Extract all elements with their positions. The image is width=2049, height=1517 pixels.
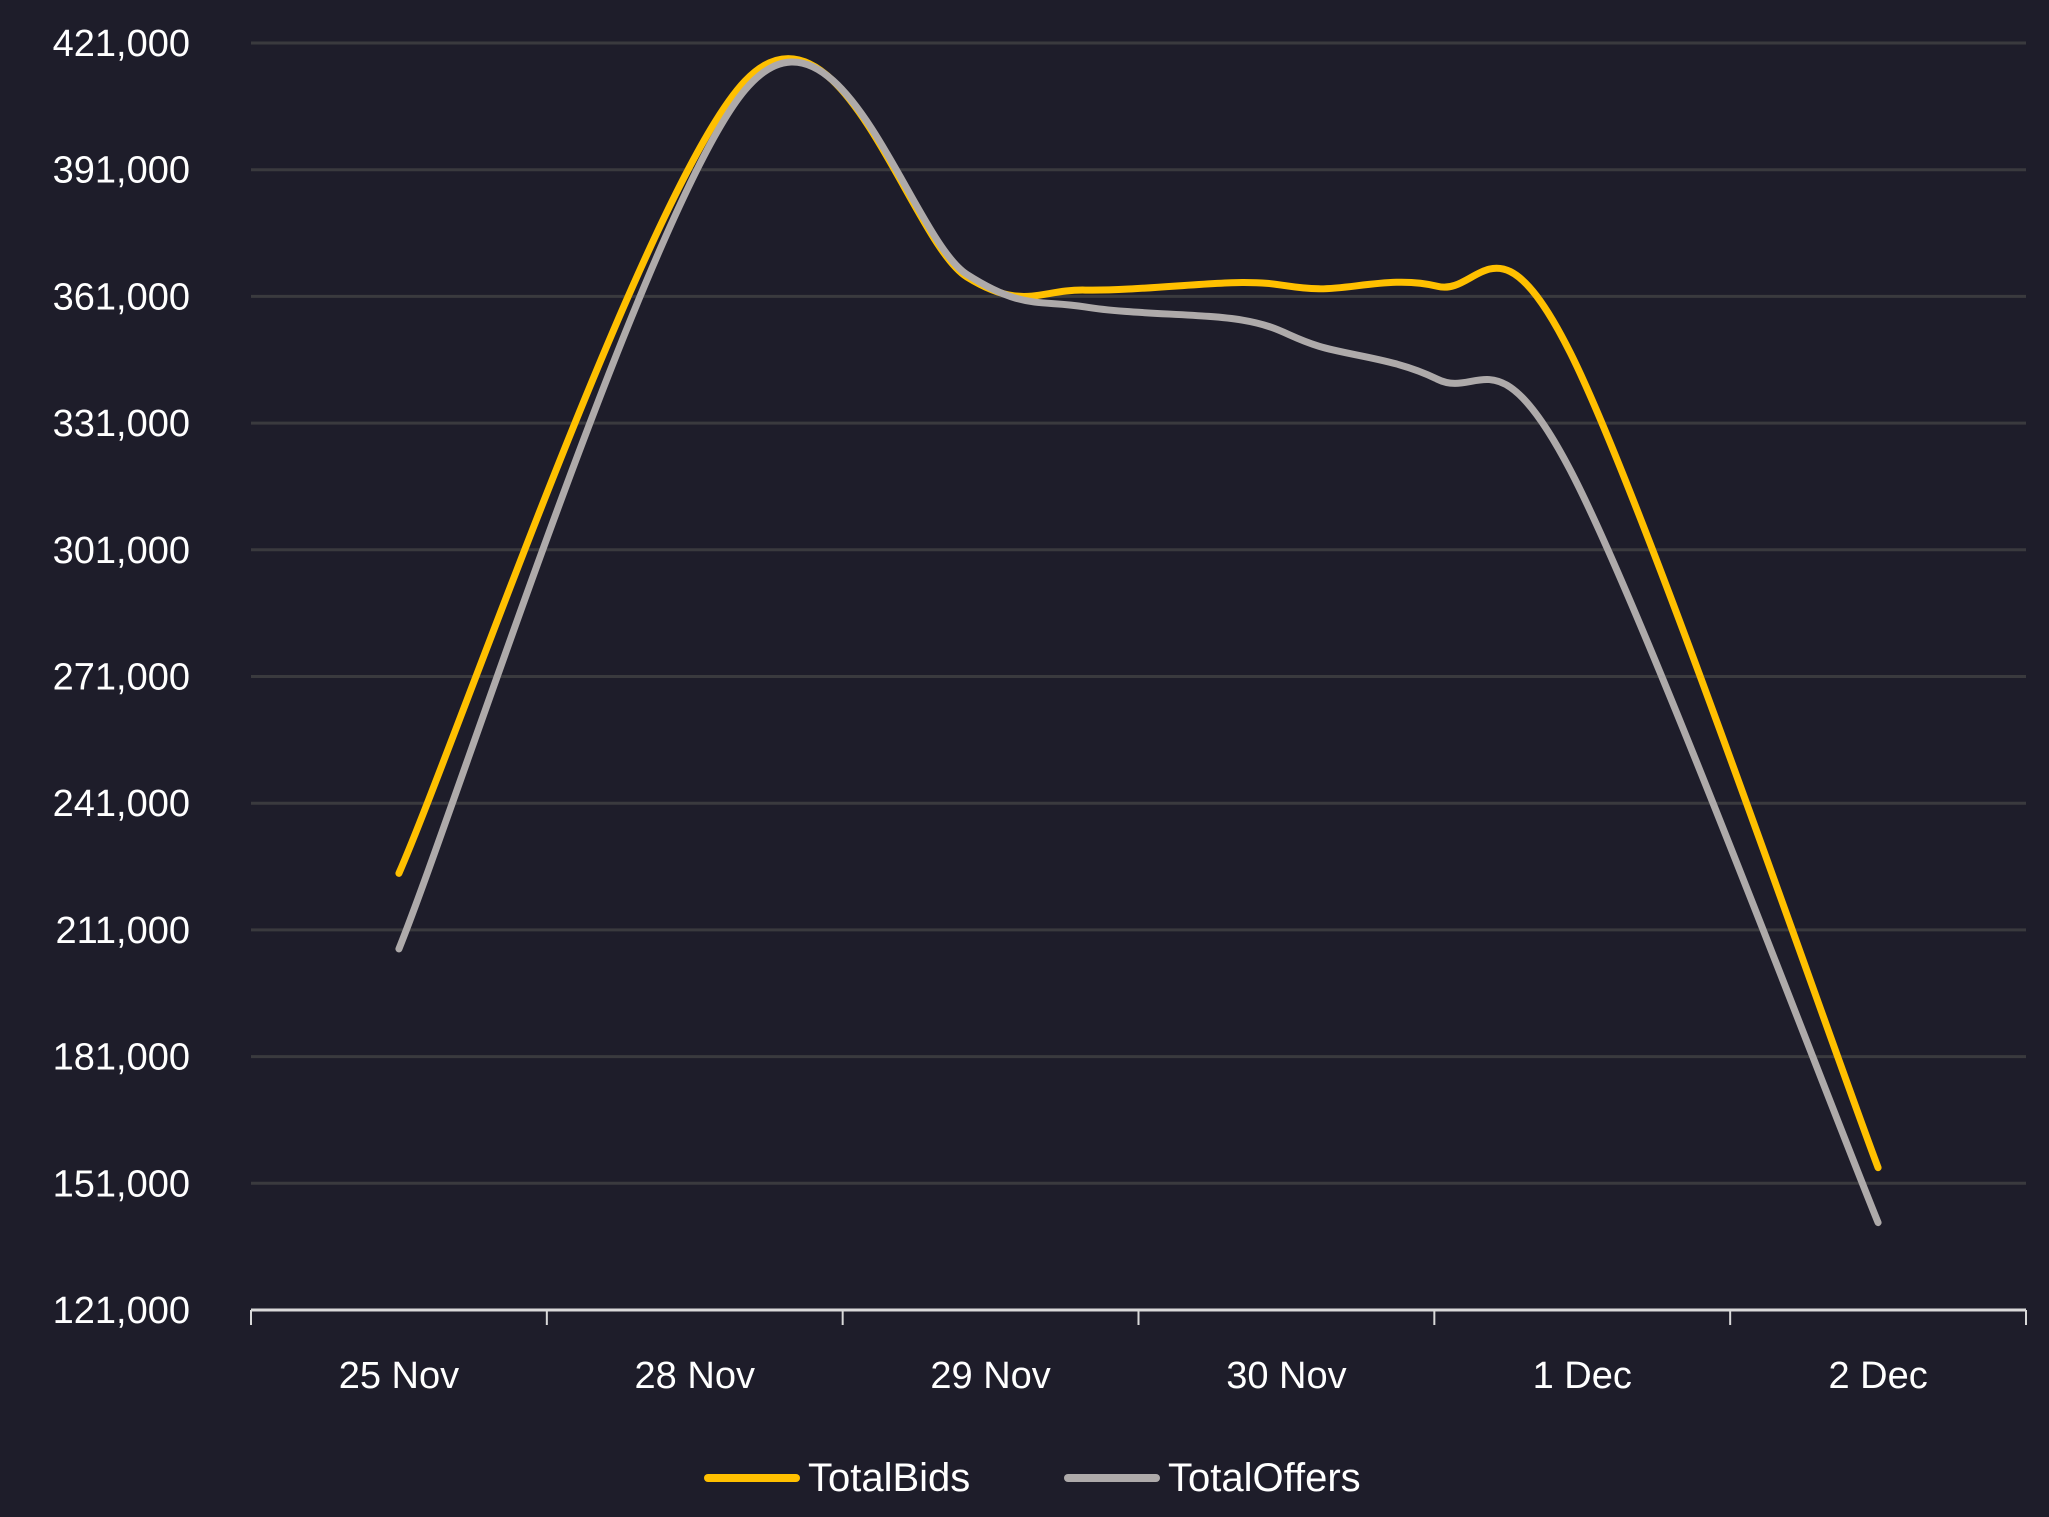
y-tick-label: 271,000 (53, 657, 190, 699)
y-tick-label: 301,000 (53, 530, 190, 572)
y-tick-label: 241,000 (53, 783, 190, 825)
x-axis: 25 Nov 28 Nov 29 Nov 30 Nov 1 Dec 2 Dec (250, 1308, 2027, 1397)
y-axis-ticks: 421,000 391,000 361,000 331,000 301,000 271,0… (53, 23, 190, 1332)
series-line-totalbids (395, 55, 1882, 1172)
gridlines (251, 41, 2026, 1185)
y-tick-label: 361,000 (53, 276, 190, 318)
y-tick-label: 211,000 (55, 910, 190, 952)
y-tick-label: 331,000 (53, 403, 190, 445)
y-tick-label: 421,000 (53, 23, 190, 65)
y-tick-label: 121,000 (53, 1290, 190, 1332)
x-tick-label: 25 Nov (339, 1355, 459, 1397)
y-tick-label: 151,000 (53, 1163, 190, 1205)
x-tick-label: 1 Dec (1533, 1355, 1632, 1397)
legend-label: TotalOffers (1168, 1456, 1361, 1500)
y-tick-label: 391,000 (53, 150, 190, 192)
x-tick-label: 2 Dec (1828, 1355, 1927, 1397)
x-tick-label: 30 Nov (1226, 1355, 1346, 1397)
legend: TotalBids TotalOffers (704, 1456, 1361, 1500)
series-line-totaloffers (395, 58, 1882, 1227)
x-tick-label: 28 Nov (635, 1355, 755, 1397)
x-tick-label: 29 Nov (930, 1355, 1050, 1397)
series-lines (395, 55, 1882, 1227)
legend-label: TotalBids (808, 1456, 970, 1500)
y-tick-label: 181,000 (53, 1037, 190, 1079)
